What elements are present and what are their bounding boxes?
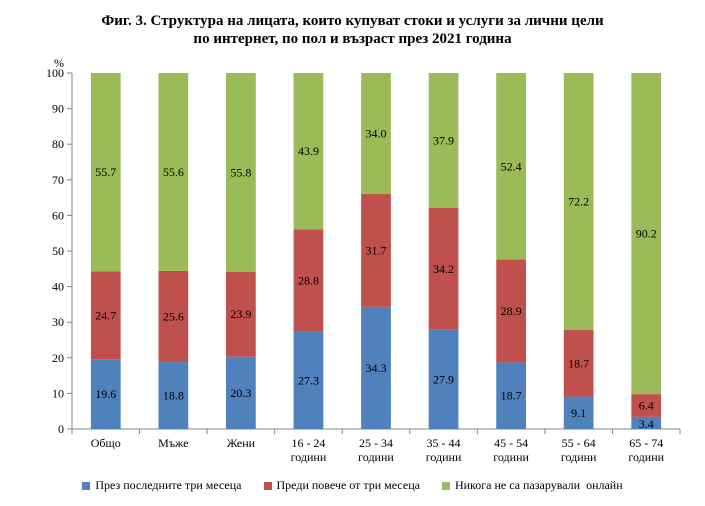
bar-segment xyxy=(496,73,526,260)
x-tick-label: 65 - 74 xyxy=(629,436,663,450)
data-label: 6.4 xyxy=(639,399,654,413)
x-tick-label: години xyxy=(493,450,529,464)
data-label: 43.9 xyxy=(298,144,319,158)
data-label: 34.0 xyxy=(366,127,387,141)
bar-segment xyxy=(361,73,391,195)
legend-swatch xyxy=(441,481,450,490)
chart-title: Фиг. 3. Структура на лицата, които купув… xyxy=(0,12,705,48)
bar-segment xyxy=(428,329,459,429)
legend-item: През последните три месеца xyxy=(82,478,242,493)
data-label: 52.4 xyxy=(501,159,522,173)
legend-item: Никога не са пазарували онлайн xyxy=(441,478,623,493)
data-label: 18.7 xyxy=(568,356,589,370)
bar-segment xyxy=(293,73,324,230)
y-axis-unit-label: % xyxy=(54,56,64,70)
data-label: 34.3 xyxy=(366,361,387,375)
bar-segment xyxy=(90,73,121,272)
bar-segment xyxy=(158,73,189,271)
data-label: 28.8 xyxy=(298,274,319,288)
bar-segment xyxy=(631,394,662,417)
data-label: 72.2 xyxy=(568,195,589,209)
y-tick-label: 40 xyxy=(52,280,64,294)
x-tick-label: години xyxy=(561,450,597,464)
data-label: 31.7 xyxy=(366,243,387,257)
data-label: 90.2 xyxy=(636,227,657,241)
y-tick-label: 90 xyxy=(52,102,64,116)
x-tick-label: години xyxy=(628,450,664,464)
x-tick-label: години xyxy=(426,450,462,464)
data-label: 19.6 xyxy=(95,387,116,401)
bar-segment xyxy=(361,306,391,429)
y-tick-label: 50 xyxy=(52,244,64,258)
bar-segment xyxy=(90,359,121,429)
legend: През последните три месеца Преди повече о… xyxy=(0,478,705,493)
data-label: 20.3 xyxy=(230,386,251,400)
chart-title-line-2: по интернет, по пол и възраст през 2021 … xyxy=(193,31,512,47)
x-tick-label: Жени xyxy=(227,436,256,450)
legend-label: През последните три месеца xyxy=(95,478,242,492)
data-label: 55.7 xyxy=(95,165,116,179)
y-tick-label: 0 xyxy=(58,422,64,436)
x-tick-label: 35 - 44 xyxy=(427,436,461,450)
data-label: 55.8 xyxy=(230,165,251,179)
data-label: 23.9 xyxy=(230,307,251,321)
data-label: 18.7 xyxy=(501,389,522,403)
legend-item: Преди повече от три месеца xyxy=(263,478,420,493)
bar-segment xyxy=(226,356,256,429)
data-label: 18.8 xyxy=(163,389,184,403)
legend-swatch xyxy=(263,481,272,490)
y-tick-label: 10 xyxy=(52,386,64,400)
y-tick-label: 100 xyxy=(46,66,64,80)
x-tick-label: Общо xyxy=(91,436,121,450)
y-tick-label: 70 xyxy=(52,173,64,187)
x-tick-label: Мъже xyxy=(158,436,188,450)
bar-segment xyxy=(496,259,526,363)
bar-segment xyxy=(226,271,256,357)
x-tick-label: 16 - 24 xyxy=(291,436,325,450)
data-label: 27.9 xyxy=(433,372,454,386)
data-label: 25.6 xyxy=(163,310,184,324)
y-tick-label: 80 xyxy=(52,137,64,151)
x-tick-label: години xyxy=(291,450,327,464)
bar-segment xyxy=(428,73,459,208)
x-tick-label: 45 - 54 xyxy=(494,436,528,450)
legend-swatch xyxy=(82,481,91,490)
bar-segment xyxy=(226,73,256,272)
data-label: 37.9 xyxy=(433,133,454,147)
bar-segment xyxy=(631,416,662,429)
bar-segment xyxy=(361,194,391,307)
data-label: 34.2 xyxy=(433,262,454,276)
x-tick-label: 55 - 64 xyxy=(562,436,596,450)
data-label: 9.1 xyxy=(571,406,586,420)
bar-segment xyxy=(563,330,594,397)
data-label: 3.4 xyxy=(639,417,654,431)
x-tick-label: години xyxy=(358,450,394,464)
legend-label: Никога не са пазарували онлайн xyxy=(454,478,623,492)
y-tick-label: 20 xyxy=(52,351,64,365)
bar-segment xyxy=(158,270,189,363)
data-label: 24.7 xyxy=(95,308,116,322)
legend-label: Преди повече от три месеца xyxy=(276,478,420,492)
bar-segment xyxy=(563,396,594,429)
bar-segment xyxy=(428,207,459,330)
bar-segment xyxy=(563,73,594,331)
bar-segment xyxy=(90,271,121,360)
y-tick-label: 30 xyxy=(52,315,64,329)
data-label: 27.3 xyxy=(298,373,319,387)
bar-segment xyxy=(631,73,662,395)
data-label: 28.9 xyxy=(501,304,522,318)
bar-segment xyxy=(158,362,189,429)
chart-title-line-1: Фиг. 3. Структура на лицата, които купув… xyxy=(101,13,604,29)
x-tick-label: 25 - 34 xyxy=(359,436,393,450)
bar-segment xyxy=(293,229,324,332)
bar-segment xyxy=(293,331,324,429)
data-label: 55.6 xyxy=(163,165,184,179)
bar-segment xyxy=(496,362,526,429)
y-tick-label: 60 xyxy=(52,208,64,222)
